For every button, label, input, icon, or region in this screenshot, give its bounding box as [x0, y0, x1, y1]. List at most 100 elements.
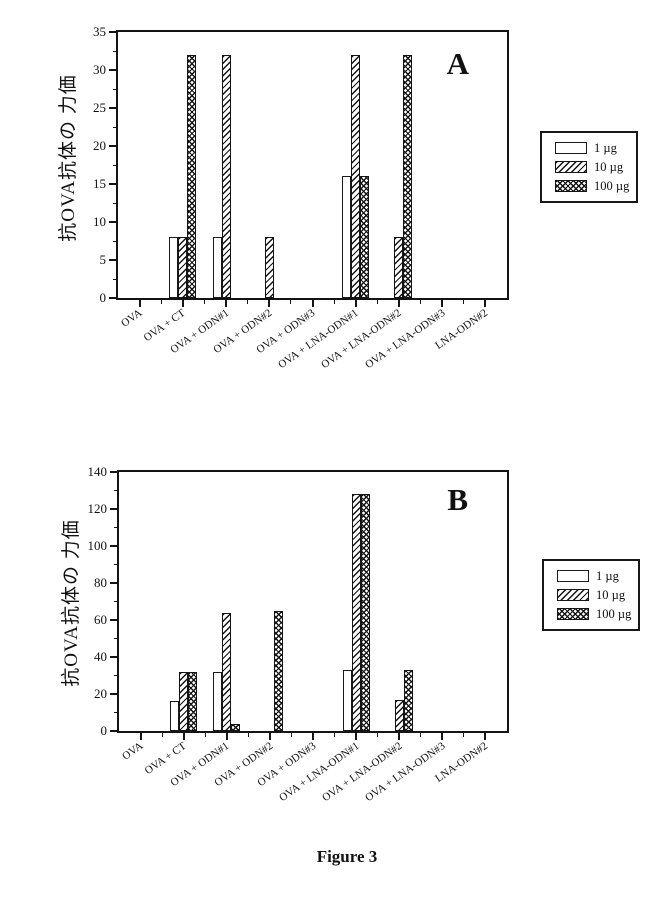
y-axis-tick — [109, 145, 118, 147]
bar-crosshatch — [403, 54, 413, 298]
y-axis-tick — [110, 619, 119, 621]
y-axis-minor-tick — [114, 712, 119, 713]
legend-b: 1 µg 10 µg 100 µg — [542, 559, 640, 631]
bar-open — [169, 237, 179, 298]
legend-label: 1 µg — [594, 140, 617, 155]
x-axis-tick — [484, 300, 487, 307]
x-axis-category-label: OVA — [119, 307, 145, 330]
bar-open — [342, 176, 352, 298]
bar-open — [212, 237, 222, 298]
y-axis-tick-label: 20 — [93, 138, 106, 153]
legend-swatch-open-icon — [557, 570, 589, 582]
y-axis-label-b: 抗OVA抗体の 力価 — [61, 519, 82, 687]
bar-diagonal-hatch — [394, 237, 404, 298]
bar-open — [170, 701, 180, 731]
legend-a: 1 µg 10 µg 100 µg — [540, 131, 638, 203]
y-axis-minor-tick — [113, 202, 118, 204]
legend-item-1ug: 1 µg — [555, 140, 636, 155]
y-axis-minor-tick — [114, 675, 119, 676]
bar-open — [342, 669, 352, 731]
legend-label: 10 µg — [596, 587, 626, 602]
x-axis-category-label: OVA + LNA-ODN#2 — [319, 307, 404, 372]
x-axis-minor-tick — [333, 300, 335, 304]
y-axis-minor-tick — [113, 50, 118, 52]
x-axis-minor-tick — [334, 733, 336, 737]
x-axis-minor-tick — [420, 733, 422, 737]
x-axis-tick — [268, 733, 271, 740]
x-axis-tick — [181, 300, 184, 307]
y-axis-minor-tick — [114, 490, 119, 491]
bar-crosshatch — [188, 671, 198, 731]
bar-crosshatch — [231, 723, 241, 731]
legend-swatch-open-icon — [555, 142, 587, 154]
x-axis-category-label: OVA + LNA-ODN#3 — [362, 740, 448, 805]
y-axis-tick-label: 5 — [99, 252, 107, 267]
y-axis-minor-tick — [113, 164, 118, 166]
x-axis-tick — [225, 733, 228, 740]
bar-crosshatch — [360, 176, 370, 298]
x-axis-tick — [138, 300, 141, 307]
y-axis-tick — [110, 471, 119, 473]
y-axis-tick — [110, 545, 119, 547]
x-axis-category-label: OVA + LNA-ODN#3 — [362, 307, 448, 372]
legend-swatch-crosshatch-icon — [557, 608, 589, 620]
x-axis-tick — [311, 300, 314, 307]
y-axis-tick-label: 120 — [87, 501, 108, 516]
x-axis-minor-tick — [463, 300, 465, 304]
legend-label: 100 µg — [594, 178, 630, 193]
bar-diagonal-hatch — [351, 494, 361, 731]
x-axis-tick — [441, 733, 444, 740]
x-axis-minor-tick — [247, 300, 249, 304]
x-axis-minor-tick — [203, 300, 205, 304]
y-axis-minor-tick — [114, 601, 119, 602]
y-axis-tick-label: 0 — [99, 290, 107, 305]
y-axis-tick — [109, 107, 118, 109]
y-axis-tick — [109, 183, 118, 185]
x-axis-minor-tick — [463, 733, 465, 737]
legend-item-100ug: 100 µg — [555, 178, 636, 193]
legend-item-100ug: 100 µg — [557, 606, 638, 621]
y-axis-tick-label: 60 — [94, 612, 107, 627]
y-axis-tick-label: 80 — [94, 575, 107, 590]
bar-crosshatch — [274, 610, 284, 731]
x-axis-minor-tick — [161, 733, 163, 737]
x-axis-tick — [398, 733, 401, 740]
y-axis-tick-label: 0 — [100, 723, 108, 738]
plot-area-b: B 0 20 40 60 80 100 120 140 OVA OVA + CT OVA + ODN… — [88, 464, 509, 804]
x-axis-tick — [441, 300, 444, 307]
y-axis-tick-label: 35 — [93, 24, 106, 39]
bar-diagonal-hatch — [178, 237, 188, 298]
x-axis-tick — [484, 733, 487, 740]
x-axis-minor-tick — [290, 300, 292, 304]
plot-area-a: A 0 5 10 15 20 25 30 35 OVA OVA + CT OVA + ODN#1 OV… — [93, 24, 509, 371]
panel-letter-b: B — [447, 482, 468, 517]
bar-diagonal-hatch — [221, 54, 231, 298]
legend-swatch-diagonal-hatch-icon — [557, 589, 589, 601]
bar-crosshatch — [403, 669, 413, 731]
y-axis-tick — [109, 31, 118, 33]
legend-label: 100 µg — [596, 606, 632, 621]
x-axis-minor-tick — [290, 733, 292, 737]
legend-swatch-diagonal-hatch-icon — [555, 161, 587, 173]
y-axis-tick — [110, 656, 119, 658]
legend-item-1ug: 1 µg — [557, 569, 638, 583]
y-axis-tick — [110, 693, 119, 695]
legend-swatch-crosshatch-icon — [555, 180, 587, 192]
bar-diagonal-hatch — [264, 237, 274, 298]
x-axis-minor-tick — [204, 733, 206, 737]
y-axis-tick-label: 20 — [94, 686, 107, 701]
y-axis-minor-tick — [114, 638, 119, 639]
x-axis-tick — [355, 733, 358, 740]
y-axis-tick — [109, 259, 118, 261]
x-axis-category-label: OVA + LNA-ODN#1 — [276, 740, 362, 805]
x-axis-tick — [397, 300, 400, 307]
y-axis-tick-label: 140 — [87, 464, 108, 479]
figure-caption: Figure 3 — [316, 847, 378, 866]
y-axis-tick-label: 100 — [87, 538, 108, 553]
y-axis-tick — [110, 582, 119, 584]
x-axis-minor-tick — [160, 300, 162, 304]
x-axis-minor-tick — [247, 733, 249, 737]
x-axis-minor-tick — [420, 300, 422, 304]
x-axis-tick — [312, 733, 314, 740]
